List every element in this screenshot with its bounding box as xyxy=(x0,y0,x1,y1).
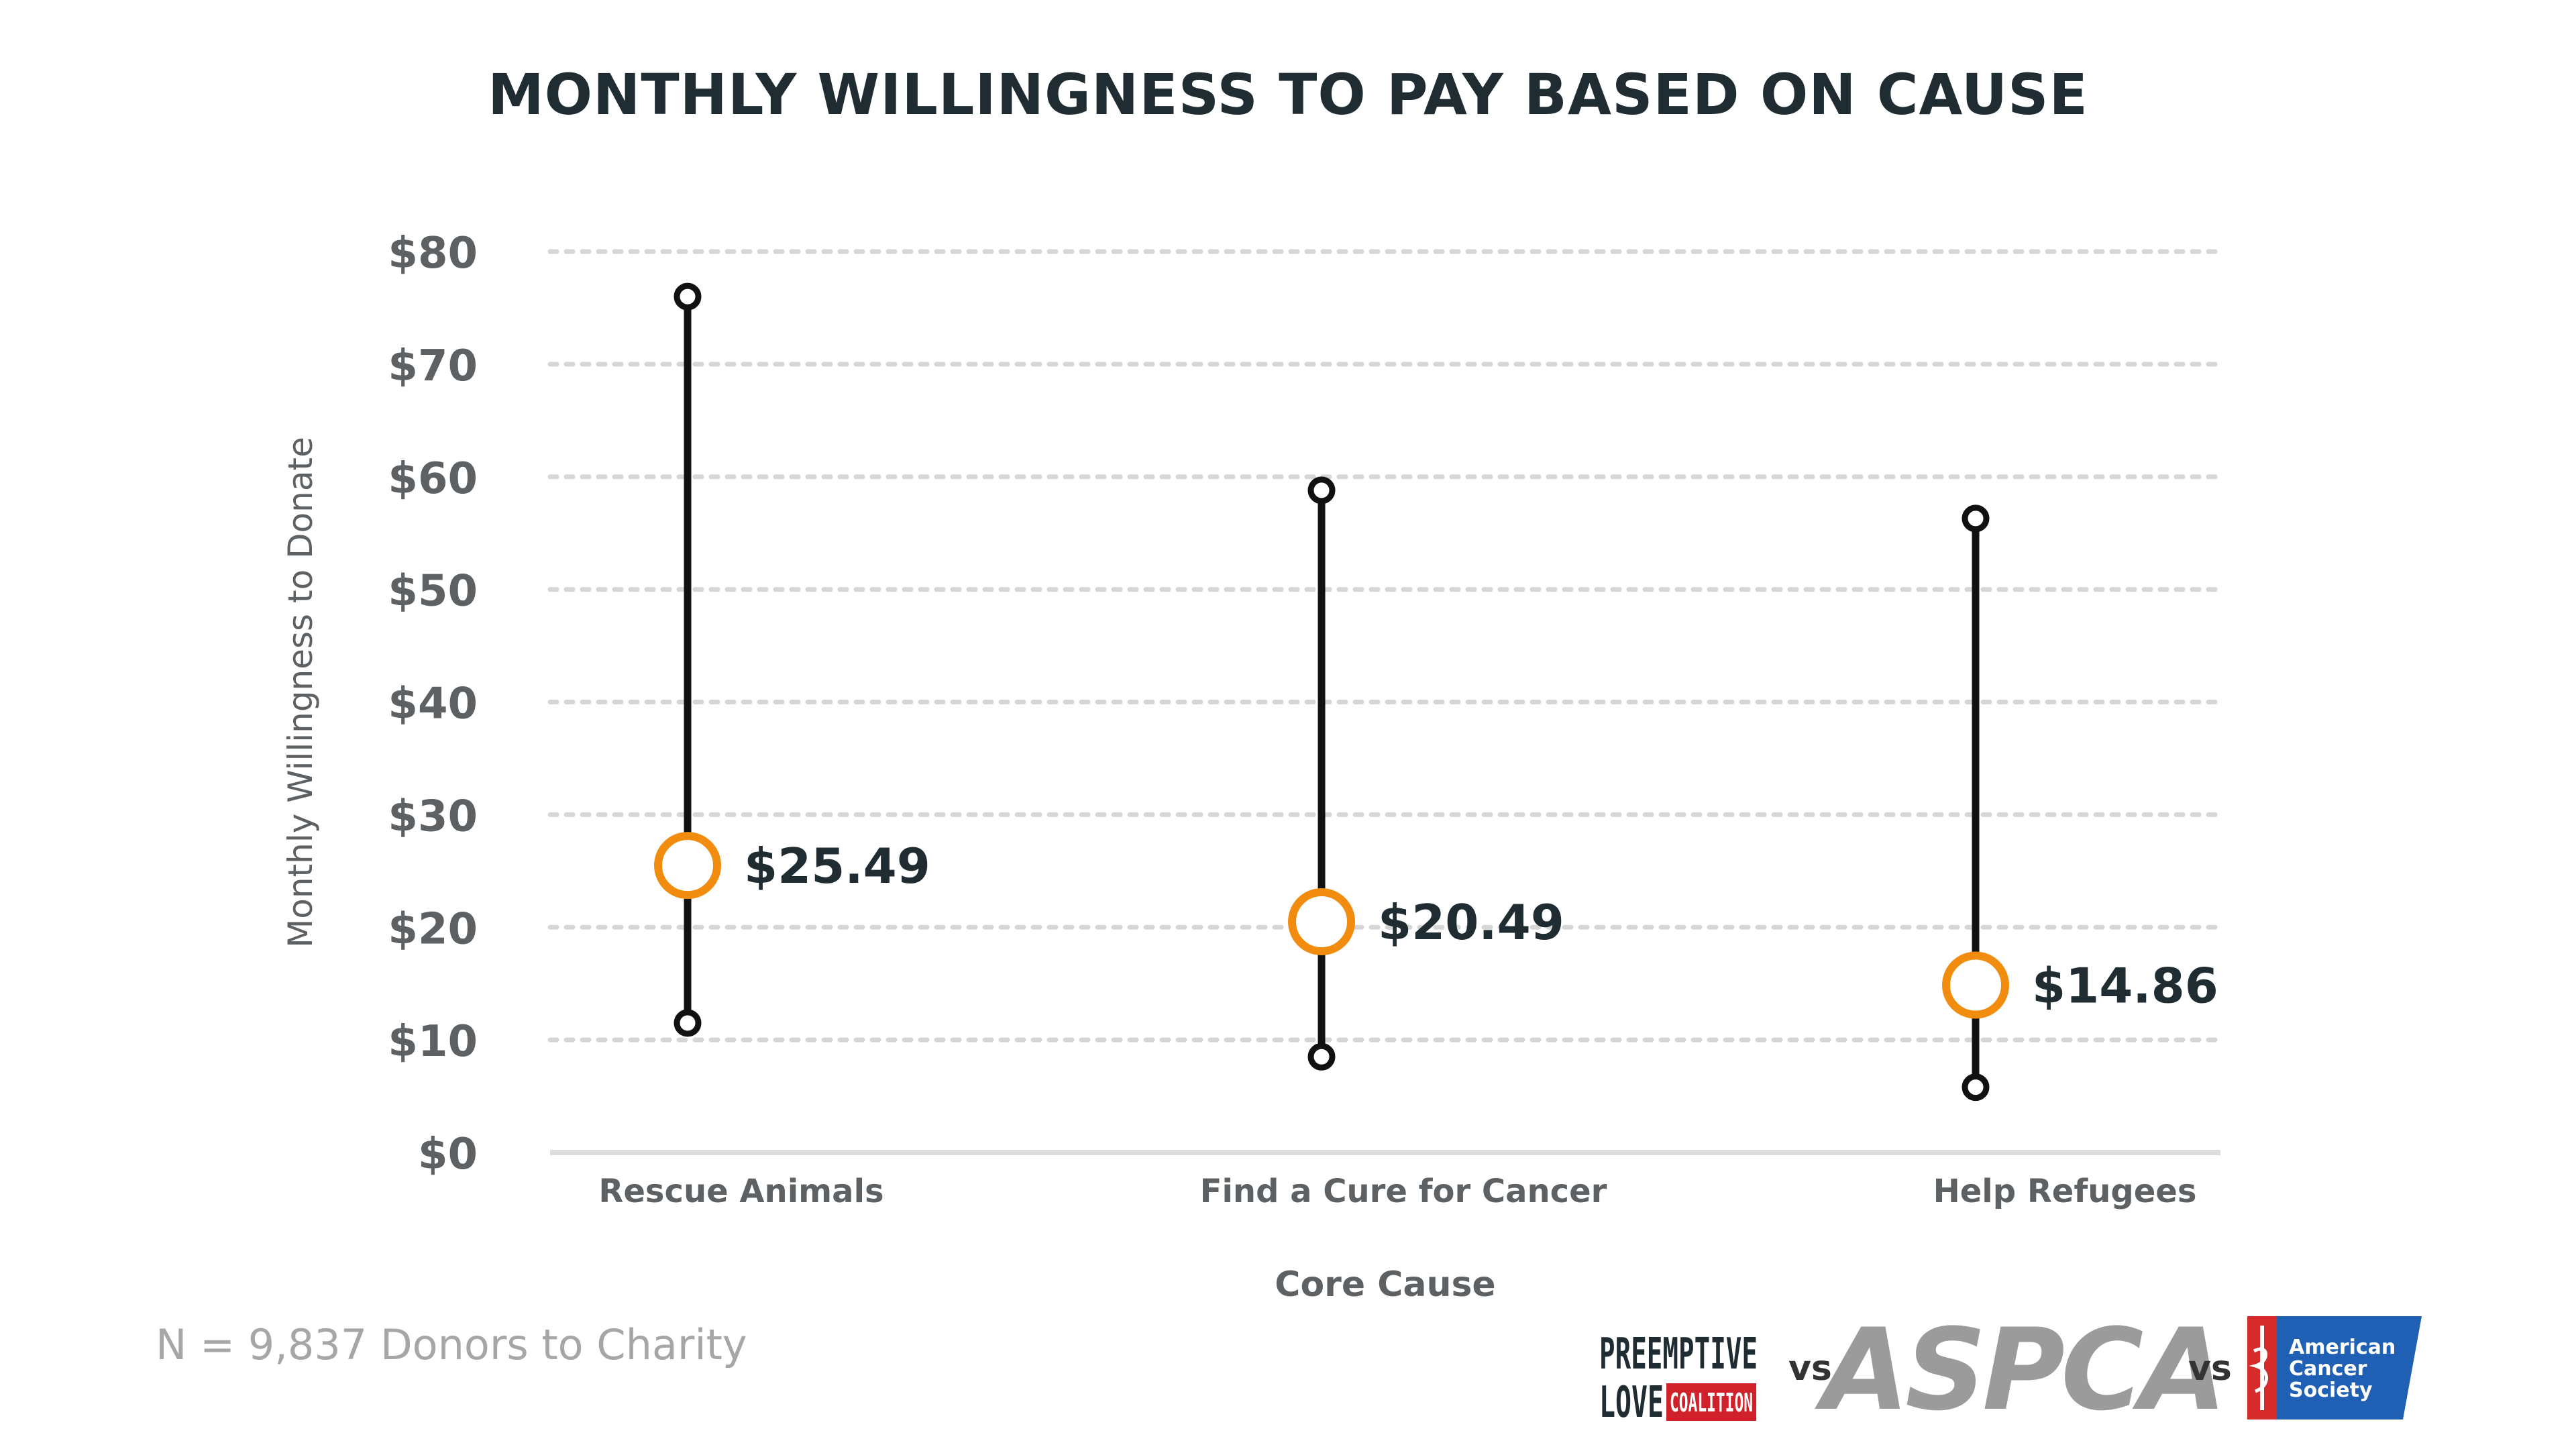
acs-line2: Cancer xyxy=(2289,1357,2367,1381)
y-tick-label: $50 xyxy=(388,567,478,617)
y-tick-label: $20 xyxy=(388,904,478,954)
y-tick-label: $0 xyxy=(418,1130,478,1179)
y-tick-label: $30 xyxy=(388,792,478,841)
chart-title: MONTHLY WILLINGNESS TO PAY BASED ON CAUS… xyxy=(488,62,2088,127)
vs-label-1: vs xyxy=(1788,1348,1832,1389)
y-tick-label: $80 xyxy=(388,229,478,278)
y-tick-label: $40 xyxy=(388,680,478,729)
range-low-point xyxy=(674,1009,702,1037)
mean-value-label: $14.86 xyxy=(2032,958,2218,1014)
y-tick-label: $60 xyxy=(388,454,478,504)
mean-value-label: $25.49 xyxy=(744,838,930,894)
preemptive-love-line1: PREEMPTIVE xyxy=(1599,1330,1758,1379)
aspca-logo: ASPCA xyxy=(1822,1304,2226,1436)
sample-size-note: N = 9,837 Donors to Charity xyxy=(156,1320,747,1369)
y-tick-label: $10 xyxy=(388,1017,478,1067)
mean-marker xyxy=(1942,951,2009,1019)
acs-line1: American xyxy=(2289,1336,2396,1359)
vs-label-2: vs xyxy=(2188,1348,2232,1389)
y-axis-label: Monthly Willingness to Donate xyxy=(281,437,320,948)
preemptive-love-line2: LOVE xyxy=(1599,1378,1664,1426)
x-category-label: Find a Cure for Cancer xyxy=(1200,1173,1607,1210)
range-high-point xyxy=(1962,504,1990,533)
mean-value-label: $20.49 xyxy=(1378,894,1564,951)
acs-line3: Society xyxy=(2289,1379,2373,1402)
mean-marker xyxy=(1288,888,1355,956)
x-category-label: Help Refugees xyxy=(1933,1173,2197,1210)
mean-marker xyxy=(654,832,721,900)
x-axis-label: Core Cause xyxy=(1275,1265,1495,1305)
range-high-point xyxy=(1307,476,1336,504)
y-tick-label: $70 xyxy=(388,341,478,391)
x-category-label: Rescue Animals xyxy=(598,1173,883,1210)
range-low-point xyxy=(1962,1073,1990,1102)
american-cancer-society-logo: American Cancer Society xyxy=(2247,1316,2422,1419)
chart-area: $0 $10 $20 $30 $40 $50 $60 $70 $80 Monthly Willin… xyxy=(281,229,2223,1305)
range-high-point xyxy=(674,282,702,311)
preemptive-love-badge: COALITION xyxy=(1670,1388,1753,1417)
range-low-point xyxy=(1307,1042,1336,1071)
preemptive-love-logo: PREEMPTIVE LOVE COALITION xyxy=(1599,1330,1758,1426)
